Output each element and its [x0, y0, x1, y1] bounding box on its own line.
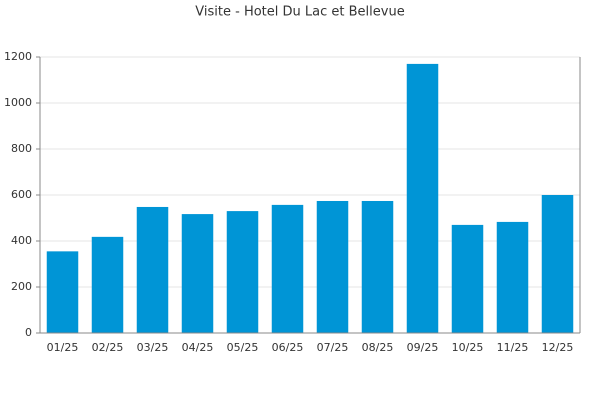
bar	[136, 206, 169, 333]
y-tick-label: 200	[11, 280, 32, 293]
y-tick-label: 800	[11, 142, 32, 155]
x-tick-label: 12/25	[542, 341, 574, 354]
x-tick-label: 05/25	[227, 341, 259, 354]
x-tick-label: 03/25	[137, 341, 169, 354]
bar	[496, 221, 529, 333]
chart-title: Visite - Hotel Du Lac et Bellevue	[195, 5, 404, 20]
x-tick-label: 08/25	[362, 341, 394, 354]
bar	[91, 236, 124, 333]
bar	[46, 251, 79, 333]
bar	[181, 214, 214, 333]
bar	[316, 200, 349, 333]
y-tick-label: 400	[11, 234, 32, 247]
bar	[361, 200, 394, 333]
x-tick-label: 01/25	[47, 341, 79, 354]
bar	[541, 195, 574, 333]
x-tick-label: 10/25	[452, 341, 484, 354]
x-tick-label: 09/25	[407, 341, 439, 354]
x-tick-label: 02/25	[92, 341, 124, 354]
bar	[271, 204, 304, 333]
x-tick-label: 07/25	[317, 341, 349, 354]
y-tick-label: 1200	[4, 50, 32, 63]
x-tick-label: 06/25	[272, 341, 304, 354]
y-tick-label: 600	[11, 188, 32, 201]
bar	[406, 63, 439, 334]
bar	[226, 211, 259, 333]
x-tick-label: 04/25	[182, 341, 214, 354]
bar	[451, 224, 484, 333]
y-tick-label: 1000	[4, 96, 32, 109]
x-tick-label: 11/25	[497, 341, 529, 354]
y-tick-label: 0	[25, 326, 32, 339]
